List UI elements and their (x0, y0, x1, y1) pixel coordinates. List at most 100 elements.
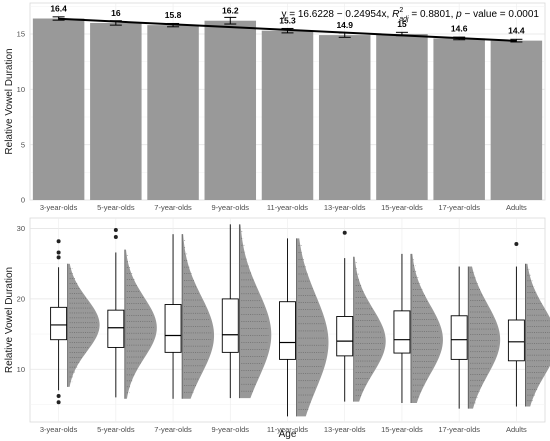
bar-11-year-olds (261, 30, 314, 201)
violin-half (296, 238, 329, 417)
violin-half (67, 263, 100, 387)
violin-17-year-olds (467, 266, 501, 409)
violin-chart-x-tick-label: 17-year-olds (438, 425, 480, 434)
bar-chart-panel: 16.4 16 15.8 16.215.3 14.9 15 14.6 14.4 051015 … (4, 2, 546, 212)
violin-chart-panel: 10 20 30 3-year-olds 5-year-olds 7-year-olds… (4, 217, 550, 440)
box-outlier (514, 242, 519, 247)
regression-line-path (58, 17, 517, 42)
bar-3-year-olds (32, 18, 85, 200)
boxplot-7-year-olds (164, 234, 182, 399)
bar-15-year-olds (376, 33, 428, 200)
boxplot-13-year-olds (336, 230, 354, 402)
bar-chart-y-tick-label: 15 (17, 30, 25, 39)
formula-equation: y = 16.6228 − 0.24954x, (281, 9, 392, 20)
violin-9-year-olds (238, 224, 272, 399)
box-outlier (113, 234, 118, 239)
violin-chart-y-tick-label: 10 (17, 365, 25, 374)
violin-series (67, 224, 550, 417)
boxplot-9-year-olds (221, 224, 239, 399)
boxplot-3-year-olds (50, 239, 68, 405)
violin-half (468, 266, 501, 409)
violin-3-year-olds (67, 263, 100, 387)
bar-chart-x-tick-label: 17-year-olds (438, 203, 480, 212)
violin-chart-x-tick-label: 5-year-olds (97, 425, 135, 434)
box-outlier (113, 227, 118, 232)
boxplot-17-year-olds (450, 266, 468, 409)
violin-chart-x-tick-label: 11-year-olds (267, 425, 308, 434)
error-bar-9-year-olds (224, 16, 237, 25)
regression-line (58, 17, 517, 42)
bar-chart-y-ticks: 0 5 10 15 (17, 30, 25, 205)
violin-half (525, 263, 550, 407)
violin-5-year-olds (124, 249, 157, 399)
violin-chart-x-axis-title: Age (279, 429, 297, 440)
box-iqr (164, 304, 182, 353)
bar-value-label: 16.2 (222, 6, 239, 16)
formula-r: R (392, 9, 399, 20)
violin-chart-x-tick-label: 13-year-olds (324, 425, 366, 434)
boxplot-5-year-olds (107, 227, 125, 398)
box-iqr (393, 310, 411, 354)
box-iqr (50, 306, 68, 341)
violin-chart-x-tick-label: 7-year-olds (154, 425, 192, 434)
bar-chart-x-tick-label: 13-year-olds (324, 203, 366, 212)
violin-chart-y-tick-label: 30 (17, 224, 25, 233)
violin-adults (525, 263, 550, 407)
box-outlier (56, 250, 61, 255)
violin-11-year-olds (296, 238, 329, 417)
box-series (50, 224, 525, 417)
violin-chart-x-tick-label: 15-year-olds (381, 425, 423, 434)
box-iqr (450, 315, 468, 360)
bar-chart-x-tick-label: 3-year-olds (40, 203, 78, 212)
bar-value-label: 14.4 (508, 26, 525, 36)
bar-chart-x-tick-label: 15-year-olds (381, 203, 423, 212)
violin-half (239, 224, 272, 399)
boxplot-adults (507, 242, 525, 407)
box-iqr (107, 309, 125, 348)
violin-chart-x-tick-label: Adults (506, 425, 527, 434)
formula-r-value: = 0.8801, (409, 9, 457, 20)
bar-series (32, 18, 543, 201)
bar-value-labels: 16.4 16 15.8 16.2 15.3 14.9 15 14.6 14.4 (50, 3, 525, 35)
violin-chart-y-ticks: 10 20 30 (17, 224, 25, 374)
bar-chart-y-tick-label: 5 (21, 140, 25, 149)
bar-adults (490, 40, 543, 201)
violin-chart-x-tick-label: 9-year-olds (212, 425, 250, 434)
formula-r-superscript: 2 (399, 7, 403, 14)
bar-value-label: 16.4 (50, 3, 67, 13)
violin-chart-y-tick-label: 20 (17, 294, 25, 303)
formula-p: p (455, 9, 462, 20)
bar-value-label: 14.9 (336, 20, 353, 30)
box-iqr (507, 319, 525, 362)
bar-13-year-olds (318, 35, 371, 200)
bar-chart-x-ticks: 3-year-olds 5-year-olds 7-year-olds 9-year-… (40, 203, 527, 212)
violin-chart-x-tick-label: 3-year-olds (40, 425, 78, 434)
formula-p-value: − value = 0.0001 (462, 9, 540, 20)
violin-half (410, 253, 443, 404)
bar-chart-x-tick-label: Adults (506, 203, 527, 212)
box-iqr (221, 298, 239, 353)
violin-half (182, 234, 215, 399)
bar-9-year-olds (204, 20, 257, 200)
boxplot-11-year-olds (279, 238, 296, 417)
box-outlier (56, 255, 61, 260)
bar-7-year-olds (147, 25, 199, 201)
bar-chart-y-tick-label: 10 (17, 85, 25, 94)
bar-5-year-olds (90, 22, 142, 200)
bar-value-label: 15.8 (165, 10, 182, 20)
violin-half (124, 249, 157, 399)
bar-value-label: 15 (397, 19, 407, 29)
bar-17-year-olds (433, 38, 485, 201)
bar-chart-x-tick-label: 7-year-olds (154, 203, 192, 212)
bar-chart-x-tick-label: 5-year-olds (97, 203, 135, 212)
bar-value-label: 15.3 (279, 16, 296, 26)
bar-chart-x-tick-label: 11-year-olds (267, 203, 308, 212)
bar-value-label: 14.6 (451, 23, 468, 33)
formula-r-subscript: adj (399, 16, 409, 23)
bar-value-label: 16 (111, 8, 121, 18)
box-outlier (56, 400, 61, 405)
box-iqr (336, 316, 354, 357)
box-outlier (56, 239, 61, 244)
violin-chart-y-axis-title: Relative Vowel Duration (4, 267, 15, 373)
box-outlier (342, 230, 347, 235)
